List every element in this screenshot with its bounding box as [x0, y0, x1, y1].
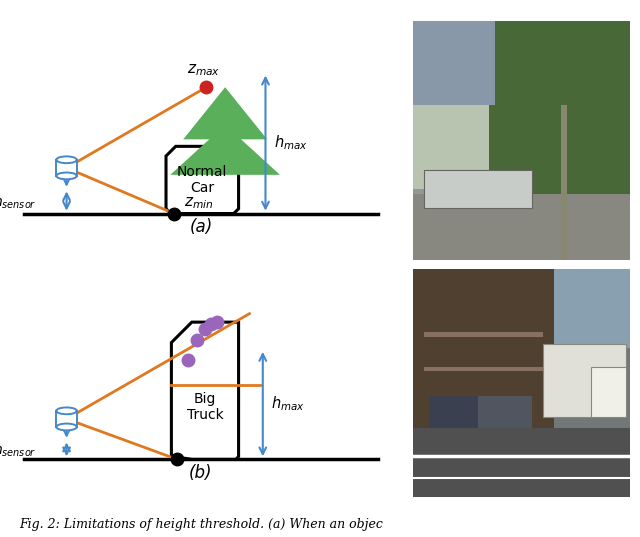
- Text: $h_{sensor}$: $h_{sensor}$: [0, 441, 37, 459]
- Bar: [424, 332, 543, 337]
- Bar: [413, 21, 630, 188]
- Text: $h_{sensor}$: $h_{sensor}$: [0, 193, 37, 211]
- Bar: [424, 170, 532, 208]
- Text: (a): (a): [189, 218, 212, 236]
- Bar: [413, 268, 554, 433]
- Bar: [413, 21, 495, 105]
- Bar: [561, 105, 567, 260]
- Bar: [56, 160, 77, 176]
- Bar: [489, 21, 630, 201]
- Bar: [591, 367, 626, 417]
- Text: Fig. 2: Limitations of height threshold. (a) When an objec: Fig. 2: Limitations of height threshold.…: [19, 518, 383, 531]
- Polygon shape: [183, 87, 267, 139]
- Ellipse shape: [56, 172, 77, 179]
- Text: Big
Truck: Big Truck: [187, 392, 223, 422]
- Text: $h_{max}$: $h_{max}$: [271, 395, 305, 413]
- Text: $z_{min}$: $z_{min}$: [184, 195, 213, 211]
- Bar: [413, 193, 630, 260]
- Bar: [478, 396, 532, 433]
- Polygon shape: [166, 147, 239, 214]
- Text: (b): (b): [189, 464, 212, 482]
- Text: $z_{max}$: $z_{max}$: [187, 62, 220, 77]
- Bar: [221, 157, 229, 214]
- Polygon shape: [172, 322, 239, 459]
- Text: Normal
Car: Normal Car: [177, 165, 227, 195]
- Bar: [430, 396, 506, 433]
- Bar: [56, 411, 77, 427]
- Ellipse shape: [56, 156, 77, 163]
- Bar: [532, 268, 630, 349]
- Ellipse shape: [56, 424, 77, 430]
- Bar: [424, 367, 543, 371]
- Text: $h_{max}$: $h_{max}$: [273, 134, 307, 153]
- Bar: [413, 429, 630, 497]
- Bar: [543, 344, 626, 417]
- Ellipse shape: [56, 408, 77, 414]
- Polygon shape: [170, 125, 280, 175]
